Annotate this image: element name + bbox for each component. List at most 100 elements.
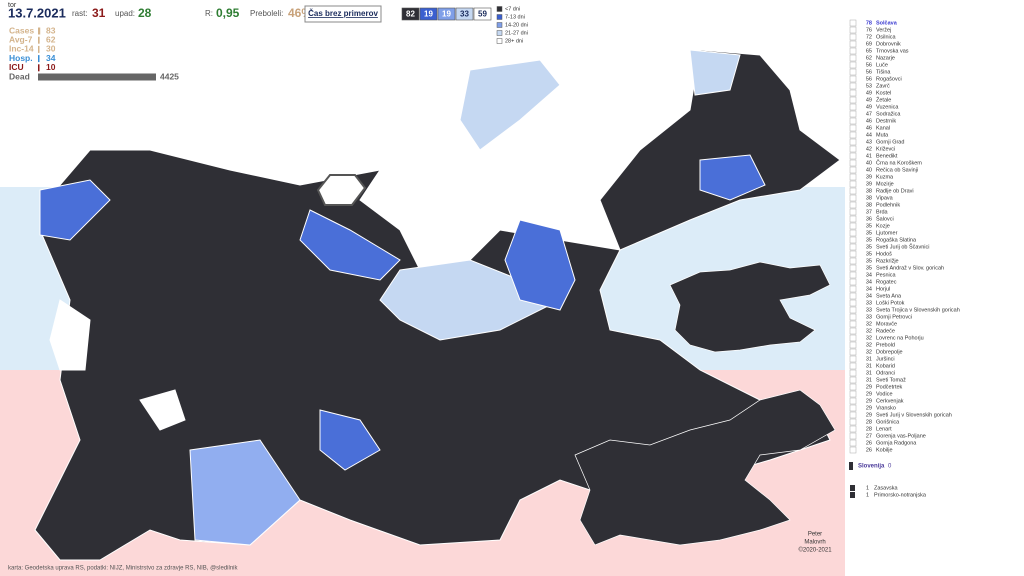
stat-label: Avg-7: [9, 34, 33, 44]
list-swatch: [849, 439, 857, 447]
list-days: 31: [866, 363, 872, 369]
list-swatch: [849, 194, 857, 202]
legend-swatch: [496, 30, 503, 36]
list-days: 34: [866, 293, 872, 299]
list-swatch: [849, 285, 857, 293]
list-swatch: [849, 82, 857, 90]
stat-bar: [38, 45, 40, 53]
list-days: 35: [866, 223, 872, 229]
list-name: Odranci: [876, 370, 895, 376]
list-swatch: [849, 446, 857, 454]
list-swatch: [849, 180, 857, 188]
stat-value: 83: [46, 25, 56, 35]
button[interactable]: [304, 5, 382, 23]
list-days: 41: [866, 153, 872, 159]
footer-source: karta: Geodetska uprava RS, podatki: NIJ…: [8, 566, 239, 572]
map-region: [459, 59, 561, 151]
list-days: 65: [866, 48, 872, 54]
day: tor: [8, 2, 17, 9]
list-days: 62: [866, 55, 872, 61]
region-swatch: [850, 485, 855, 491]
stats: Cases 83 Avg-7 62 Inc-14 30 Hosp. 34 ICU 10 Dead 44…: [9, 25, 179, 81]
list-swatch: [849, 152, 857, 160]
regions: 1 Zasavska 1 Primorsko-notranjska: [850, 485, 927, 498]
list-swatch: [849, 264, 857, 272]
list-days: 35: [866, 265, 872, 271]
list-days: 29: [866, 391, 872, 397]
legend-swatch: [496, 14, 503, 20]
list-name: Destrnik: [876, 118, 896, 124]
list-swatch: [849, 369, 857, 377]
list-days: 35: [866, 258, 872, 264]
total-value: 0: [888, 464, 892, 470]
list-days: 29: [866, 412, 872, 418]
list-days: 35: [866, 230, 872, 236]
legend-label: 28+ dni: [505, 38, 523, 44]
stat-label: ICU: [9, 62, 24, 72]
list-swatch: [849, 320, 857, 328]
list-name: Radeče: [876, 328, 895, 334]
legend-label: 14-20 dni: [505, 22, 528, 28]
list-swatch: [849, 75, 857, 83]
count: 33: [460, 10, 469, 19]
map-region: [39, 179, 111, 241]
stat-label: Inc-14: [9, 44, 34, 54]
list-days: 33: [866, 314, 872, 320]
list-days: 32: [866, 342, 872, 348]
ranking-list: 78 Solčava 76 Veržej 72 Osilnica 69 Dobrovnik 65…: [849, 19, 960, 454]
list-swatch: [849, 145, 857, 153]
list-name: Juršinci: [876, 356, 895, 362]
list-swatch: [849, 131, 857, 139]
list-days: 31: [866, 356, 872, 362]
list-days: 26: [866, 447, 872, 453]
list-swatch: [849, 425, 857, 433]
list-name: Podlehnik: [876, 202, 900, 208]
list-name: Dobrepolje: [876, 349, 903, 355]
list-days: 32: [866, 349, 872, 355]
list-days: 31: [866, 370, 872, 376]
list-swatch: [849, 306, 857, 314]
counts: 82 19 19 33 59: [401, 7, 492, 21]
author-first: Peter: [808, 532, 822, 538]
map-region: [316, 174, 367, 206]
list-days: 49: [866, 90, 872, 96]
legend: <7 dni 7-13 dni 14-20 dni 21-27 dni 28+ dni: [496, 6, 528, 44]
list-swatch: [849, 250, 857, 258]
legend-swatch: [496, 38, 503, 44]
list-swatch: [849, 355, 857, 363]
mini-map: [574, 389, 836, 546]
list-days: 26: [866, 440, 872, 446]
list-name: Šalovci: [876, 215, 894, 222]
stat-bar: [38, 27, 41, 35]
list-name: Moravče: [876, 321, 897, 327]
region-name: Zasavska: [874, 485, 898, 491]
recovered-label: Preboleli:: [250, 9, 283, 18]
list-days: 29: [866, 398, 872, 404]
stat-label: Dead: [9, 71, 30, 81]
stat-bar: [38, 73, 156, 81]
stat-label: Hosp.: [9, 53, 33, 63]
list-days: 35: [866, 244, 872, 250]
count: 19: [442, 10, 451, 19]
list-swatch: [849, 110, 857, 118]
list-days: 32: [866, 335, 872, 341]
list-days: 29: [866, 384, 872, 390]
total-label: Slovenija: [858, 464, 885, 470]
r-label: R:: [205, 9, 213, 18]
button-label[interactable]: Čas brez primerov: [308, 9, 378, 18]
count-box: [473, 7, 492, 21]
list-swatch: [849, 327, 857, 335]
list-swatch: [849, 397, 857, 405]
list-name: Lenart: [876, 426, 892, 432]
list-days: 38: [866, 202, 872, 208]
stat-bar: [38, 36, 40, 44]
list-swatch: [849, 383, 857, 391]
list-swatch: [849, 362, 857, 370]
list-days: 38: [866, 195, 872, 201]
list-name: Benedikt: [876, 153, 898, 159]
list-name: Hodoš: [876, 251, 892, 257]
list-name: Dobrovnik: [876, 41, 901, 47]
list-days: 36: [866, 216, 872, 222]
count-box: [455, 7, 474, 21]
list-days: 69: [866, 41, 872, 47]
